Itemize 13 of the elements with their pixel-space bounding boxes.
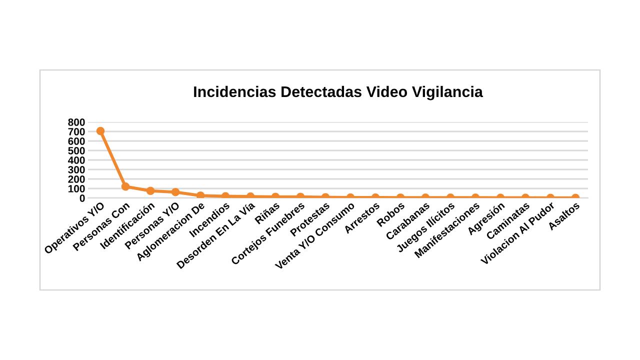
y-tick-label: 600 xyxy=(68,138,85,145)
y-tick-label: 500 xyxy=(68,147,85,154)
y-tick-label: 100 xyxy=(68,185,85,192)
chart-title: Incidencias Detectadas Video Vigilancia xyxy=(194,86,484,100)
point xyxy=(196,191,205,198)
y-tick-label: 800 xyxy=(68,118,85,126)
y-tick-label: 0 xyxy=(80,194,85,202)
y-tick-label: 300 xyxy=(68,166,85,174)
y-tick-label: 400 xyxy=(68,156,85,164)
point xyxy=(96,126,105,136)
point xyxy=(121,182,130,191)
y-tick-label: 200 xyxy=(68,176,85,183)
y-tick-label: 700 xyxy=(68,128,85,136)
